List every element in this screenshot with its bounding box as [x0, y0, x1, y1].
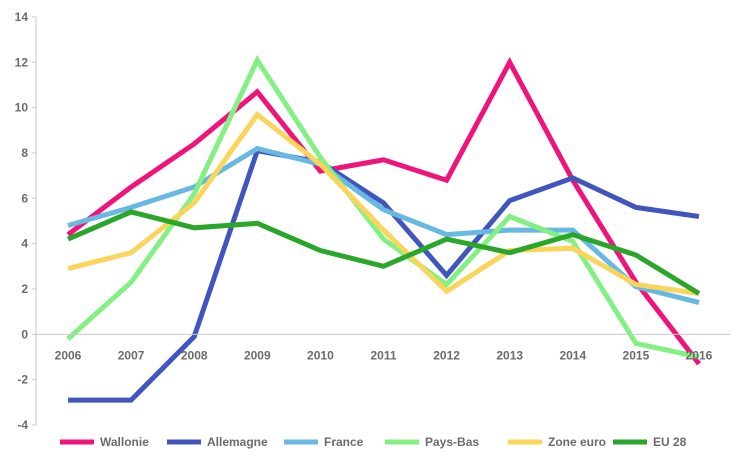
x-tick-label: 2014	[559, 348, 586, 362]
x-axis: 2006 2007 2008 2009 2010 2011 2012 2013 2014 2015…	[36, 333, 730, 362]
x-tick-label: 2012	[433, 348, 460, 362]
x-tick-label: 2016	[686, 348, 713, 362]
legend-label-zone-euro: Zone euro	[548, 435, 606, 449]
x-tick-label: 2015	[623, 348, 650, 362]
x-tick-label: 2007	[118, 348, 145, 362]
legend: Wallonie Allemagne France Pays-Bas Zone euro…	[60, 435, 687, 449]
x-tick-label: 2009	[244, 348, 271, 362]
x-tick-label: 2010	[307, 348, 334, 362]
y-tick-label: 12	[15, 55, 29, 69]
y-tick-label: 10	[15, 101, 29, 115]
series-layer	[66, 54, 701, 403]
x-tick-label: 2013	[496, 348, 523, 362]
y-axis: -4 -2 0 2 4 6 8 10 12 14	[15, 10, 37, 432]
x-tick-label: 2008	[181, 348, 208, 362]
legend-label-pays-bas: Pays-Bas	[425, 435, 479, 449]
legend-label-allemagne: Allemagne	[207, 435, 268, 449]
y-tick-label: 4	[21, 237, 28, 251]
y-tick-label: 0	[21, 327, 28, 341]
series-line-france	[67, 145, 700, 306]
series-line-eu-28	[67, 209, 701, 296]
series-line-zone-euro	[67, 110, 700, 296]
y-tick-label: -2	[17, 373, 28, 387]
y-tick-label: 14	[15, 10, 29, 24]
y-tick-label: 2	[21, 282, 28, 296]
x-tick-label: 2011	[370, 348, 396, 362]
series-line-wallonie	[66, 57, 701, 366]
x-tick-label: 2006	[55, 348, 82, 362]
series-line-allemagne	[68, 147, 700, 403]
y-tick-label: 8	[21, 146, 28, 160]
legend-label-france: France	[324, 435, 364, 449]
y-tick-label: -4	[17, 418, 28, 432]
legend-label-wallonie: Wallonie	[100, 435, 149, 449]
y-tick-label: 6	[21, 191, 28, 205]
legend-label-eu-28: EU 28	[653, 435, 687, 449]
